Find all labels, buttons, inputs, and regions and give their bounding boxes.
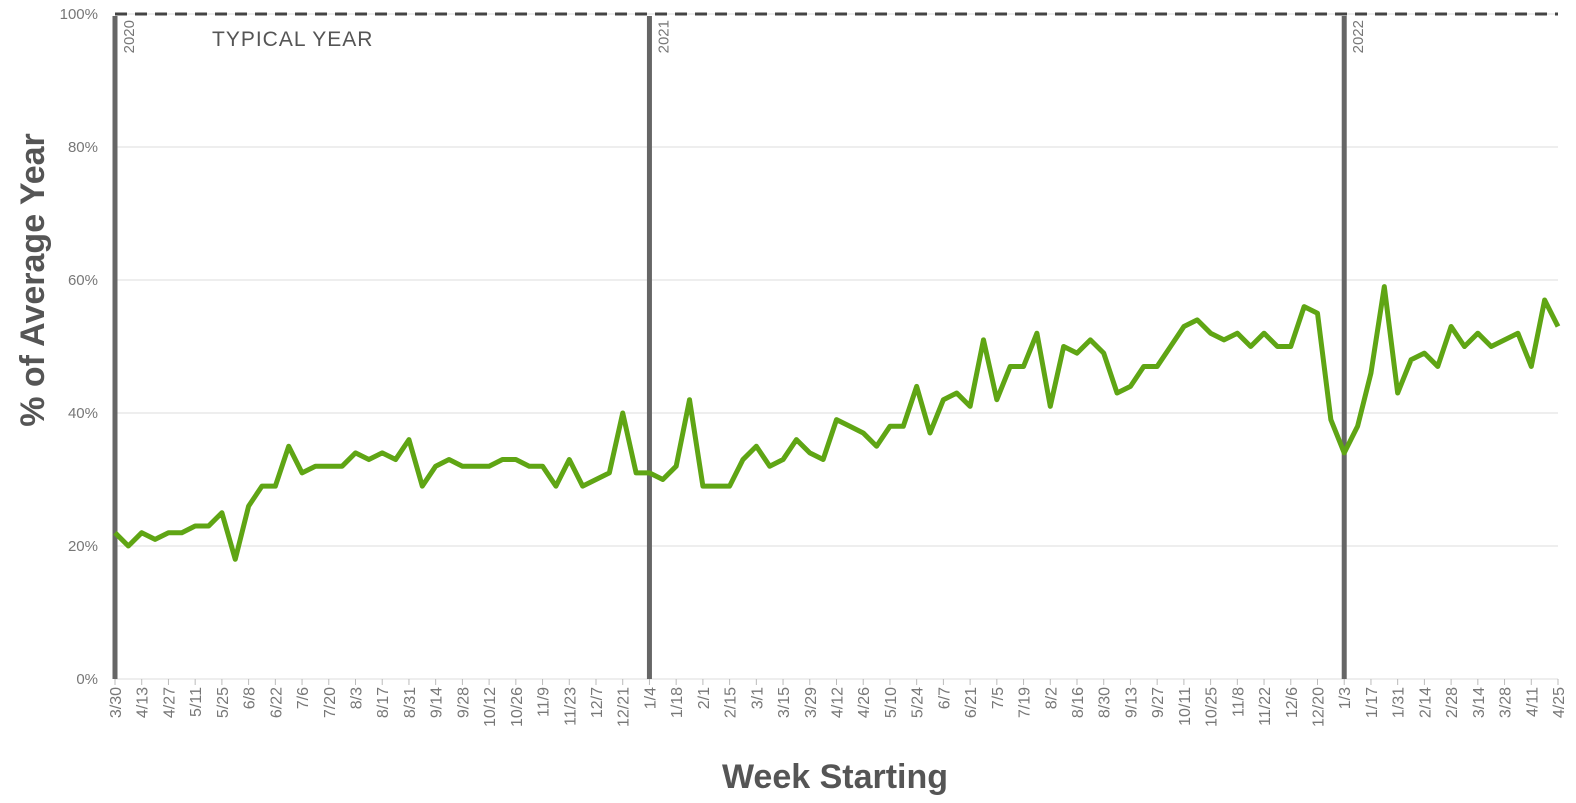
x-tick-label: 4/25 (1551, 687, 1568, 718)
x-tick-label: 6/22 (268, 687, 285, 718)
x-tick-label: 2/15 (723, 687, 740, 718)
year-label: 2021 (655, 20, 672, 53)
y-axis-title: % of Average Year (14, 133, 52, 427)
x-tick-label: 8/17 (375, 687, 392, 718)
y-tick-label: 40% (68, 405, 98, 422)
x-tick-label: 10/26 (509, 687, 526, 727)
x-tick-label: 1/18 (669, 687, 686, 718)
x-tick-label: 4/26 (856, 687, 873, 718)
x-tick-label: 9/27 (1150, 687, 1167, 718)
x-tick-label: 5/11 (188, 687, 205, 717)
x-axis-title: Week Starting (722, 758, 948, 796)
x-tick-label: 12/6 (1284, 687, 1301, 718)
x-tick-label: 4/27 (161, 687, 178, 718)
y-tick-label: 20% (68, 538, 98, 555)
x-tick-label: 7/19 (1017, 687, 1034, 718)
y-tick-label: 60% (68, 272, 98, 289)
x-tick-label: 7/5 (990, 687, 1007, 709)
x-tick-label: 11/8 (1230, 687, 1247, 717)
year-label: 2020 (121, 20, 138, 53)
x-tick-label: 5/24 (910, 687, 927, 718)
x-tick-label: 6/7 (936, 687, 953, 709)
x-tick-label: 3/1 (749, 687, 766, 709)
x-tick-label: 10/25 (1204, 687, 1221, 727)
x-tick-label: 4/12 (830, 687, 847, 718)
x-tick-label: 5/10 (883, 687, 900, 718)
x-tick-label: 3/14 (1471, 687, 1488, 718)
x-tick-label: 9/13 (1123, 687, 1140, 718)
x-tick-label: 10/12 (482, 687, 499, 727)
x-tick-label: 3/30 (108, 687, 125, 718)
x-tick-label: 12/7 (589, 687, 606, 718)
x-tick-label: 6/21 (963, 687, 980, 718)
x-tick-label: 8/2 (1043, 687, 1060, 709)
y-tick-label: 100% (60, 6, 98, 23)
y-tick-label: 80% (68, 139, 98, 156)
x-tick-label: 11/9 (536, 687, 553, 717)
x-tick-label: 4/13 (135, 687, 152, 718)
x-tick-label: 3/28 (1498, 687, 1515, 718)
x-tick-label: 10/11 (1177, 687, 1194, 726)
x-tick-label: 1/31 (1391, 687, 1408, 718)
data-line (113, 284, 1561, 562)
x-tick-label: 8/31 (402, 687, 419, 718)
x-tick-label: 4/11 (1524, 687, 1541, 717)
x-tick-label: 12/21 (616, 687, 633, 727)
x-tick-label: 2/28 (1444, 687, 1461, 718)
x-tick-label: 7/6 (295, 687, 312, 709)
x-tick-label: 3/29 (803, 687, 820, 718)
x-tick-label: 11/23 (562, 687, 579, 726)
x-tick-label: 11/22 (1257, 687, 1274, 726)
x-tick-label: 7/20 (322, 687, 339, 718)
x-tick-label: 8/3 (349, 687, 366, 709)
reference-label: TYPICAL YEAR (212, 28, 373, 51)
x-tick-label: 2/1 (696, 687, 713, 709)
x-tick-label: 9/14 (429, 687, 446, 718)
x-tick-label: 1/4 (642, 687, 659, 709)
x-tick-label: 12/20 (1311, 687, 1328, 727)
x-tick-label: 2/14 (1417, 687, 1434, 718)
x-tick-label: 9/28 (455, 687, 472, 718)
y-tick-label: 0% (76, 671, 98, 688)
x-tick-label: 1/3 (1337, 687, 1354, 709)
x-tick-label: 5/25 (215, 687, 232, 718)
x-tick-label: 8/16 (1070, 687, 1087, 718)
x-tick-label: 6/8 (242, 687, 259, 709)
year-label: 2022 (1350, 20, 1367, 53)
x-tick-label: 8/30 (1097, 687, 1114, 718)
x-tick-label: 1/17 (1364, 687, 1381, 718)
x-tick-label: 3/15 (776, 687, 793, 718)
